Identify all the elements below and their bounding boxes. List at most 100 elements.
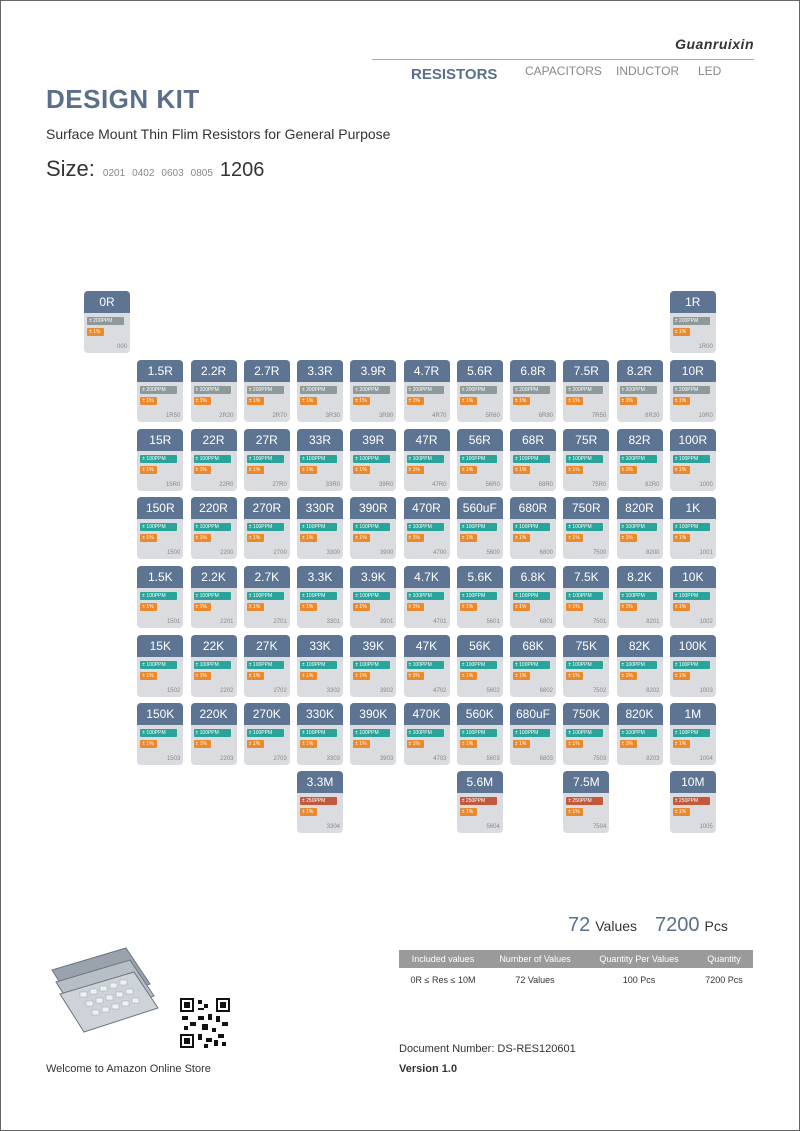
- resistor-value: 470K: [403, 703, 450, 725]
- resistor-value: 150K: [137, 703, 184, 725]
- resistor-code: 1503: [166, 756, 181, 762]
- resistor-tile: 15R ± 100PPM ± 1% 15R0: [137, 429, 184, 491]
- tolerance-badge: ± 1%: [619, 534, 637, 542]
- resistor-tile: 270K ± 100PPM ± 1% 2703: [243, 703, 290, 765]
- resistor-value: 47K: [403, 635, 450, 657]
- qr-code[interactable]: [180, 998, 230, 1048]
- tcr-badge: ± 250PPM: [566, 797, 604, 805]
- resistor-value: 8.2K: [616, 566, 663, 588]
- size-option-0201[interactable]: 0201: [102, 168, 126, 179]
- resistor-code: 10R0: [698, 413, 713, 419]
- tolerance-badge: ± 1%: [300, 534, 317, 542]
- resistor-code: 1003: [699, 688, 713, 694]
- tolerance-badge: ± 1%: [672, 740, 690, 748]
- tab-capacitors[interactable]: CAPACITORS: [525, 64, 602, 78]
- tcr-badge: ± 100PPM: [566, 729, 604, 737]
- resistor-code: 5600: [486, 550, 500, 556]
- resistor-tile: 5.6R ± 200PPM ± 1% 5R60: [456, 360, 503, 422]
- resistor-tile: 390R ± 100PPM ± 1% 3900: [350, 497, 397, 559]
- resistor-tile: 22K ± 100PPM ± 1% 2202: [190, 635, 237, 697]
- resistor-tile: 470K ± 100PPM ± 1% 4703: [403, 703, 450, 765]
- resistor-code: 15R0: [165, 482, 181, 488]
- size-option-selected[interactable]: 1206: [219, 159, 265, 181]
- resistor-value: 75R: [563, 429, 610, 451]
- resistor-code: 1500: [166, 550, 181, 556]
- table-cell: 100 Pcs: [622, 975, 656, 985]
- tolerance-badge: ± 1%: [246, 397, 264, 405]
- resistor-tile: 680uF ± 100PPM ± 1% 6803: [510, 703, 556, 765]
- tcr-badge: ± 100PPM: [619, 523, 657, 531]
- tab-led[interactable]: LED: [698, 64, 722, 78]
- tab-resistors[interactable]: RESISTORS: [411, 66, 498, 83]
- resistor-code: 7504: [592, 824, 607, 830]
- resistor-code: 2202: [220, 688, 234, 694]
- size-option-0805[interactable]: 0805: [190, 168, 213, 179]
- tcr-badge: ± 100PPM: [193, 455, 231, 463]
- resistor-tile: 270R ± 100PPM ± 1% 2700: [243, 497, 290, 559]
- tolerance-badge: ± 1%: [672, 672, 690, 680]
- tcr-badge: ± 100PPM: [672, 592, 710, 600]
- tcr-badge: ± 200PPM: [246, 386, 284, 394]
- resistor-tile: 6.8R ± 200PPM ± 1% 6R80: [510, 360, 556, 422]
- tcr-badge: ± 250PPM: [672, 797, 710, 805]
- resistor-code: 2201: [220, 619, 234, 625]
- resistor-value: 3.9K: [350, 566, 397, 588]
- resistor-value: 56K: [456, 635, 503, 657]
- resistor-value: 560uF: [456, 497, 503, 519]
- tolerance-badge: ± 1%: [406, 740, 424, 748]
- resistor-code: 3901: [379, 619, 394, 625]
- resistor-value: 10R: [669, 360, 716, 382]
- resistor-value: 6.8R: [510, 360, 556, 382]
- component-trays-image: [51, 947, 159, 1033]
- resistor-value: 1R: [669, 291, 716, 313]
- tcr-badge: ± 100PPM: [300, 455, 337, 463]
- resistor-tile: 750R ± 100PPM ± 1% 7500: [563, 497, 610, 559]
- tolerance-badge: ± 1%: [353, 603, 371, 611]
- resistor-tile: 2.7R ± 200PPM ± 1% 2R70: [243, 360, 290, 422]
- tcr-badge: ± 100PPM: [619, 729, 657, 737]
- resistor-value: 15R: [137, 429, 184, 451]
- tolerance-badge: ± 1%: [300, 397, 317, 405]
- resistor-value: 5.6R: [456, 360, 503, 382]
- page-subtitle: Surface Mount Thin Flim Resistors for Ge…: [46, 126, 391, 142]
- tcr-badge: ± 100PPM: [406, 729, 444, 737]
- tab-inductor[interactable]: INDUCTOR: [616, 64, 680, 78]
- resistor-value: 8.2R: [616, 360, 663, 382]
- resistor-code: 68R0: [538, 482, 553, 488]
- resistor-value: 22R: [190, 429, 237, 451]
- brand-logo: Guanruixin: [675, 36, 754, 52]
- table-header-cell: Quantity: [707, 954, 741, 964]
- size-option-0603[interactable]: 0603: [161, 168, 184, 179]
- table-cell: 0R ≤ Res ≤ 10M: [410, 975, 476, 985]
- resistor-code: 75R0: [591, 482, 607, 488]
- tcr-badge: ± 100PPM: [140, 729, 178, 737]
- resistor-code: 7501: [592, 619, 607, 625]
- tolerance-badge: ± 1%: [140, 397, 158, 405]
- tcr-badge: ± 100PPM: [513, 523, 550, 531]
- resistor-code: 8201: [646, 619, 660, 625]
- tolerance-badge: ± 1%: [672, 328, 690, 336]
- resistor-tile: 3.9R ± 200PPM ± 1% 3R90: [350, 360, 397, 422]
- resistor-tile: 68R ± 100PPM ± 1% 68R0: [510, 429, 556, 491]
- tcr-badge: ± 100PPM: [672, 455, 710, 463]
- resistor-tile: 7.5R ± 200PPM ± 1% 7R50: [563, 360, 610, 422]
- pcs-count: 7200: [655, 914, 700, 936]
- tcr-badge: ± 100PPM: [246, 729, 284, 737]
- resistor-tile: 100K ± 100PPM ± 1% 1003: [669, 635, 716, 697]
- tcr-badge: ± 100PPM: [566, 661, 604, 669]
- resistor-code: 2703: [273, 756, 287, 762]
- resistor-value: 270R: [243, 497, 290, 519]
- resistor-tile: 39K ± 100PPM ± 1% 3902: [350, 635, 397, 697]
- values-unit: Values: [595, 918, 638, 934]
- tcr-badge: ± 100PPM: [246, 592, 284, 600]
- resistor-code: 3303: [326, 756, 340, 762]
- resistor-code: 2700: [273, 550, 287, 556]
- resistor-code: 3R30: [325, 413, 340, 419]
- resistor-tile: 75R ± 100PPM ± 1% 75R0: [563, 429, 610, 491]
- tolerance-badge: ± 1%: [353, 397, 371, 405]
- page-title: DESIGN KIT: [46, 84, 200, 114]
- resistor-value: 7.5K: [563, 566, 610, 588]
- resistor-value: 6.8K: [510, 566, 556, 588]
- size-option-0402[interactable]: 0402: [132, 168, 155, 179]
- resistor-code: 2R20: [219, 413, 234, 419]
